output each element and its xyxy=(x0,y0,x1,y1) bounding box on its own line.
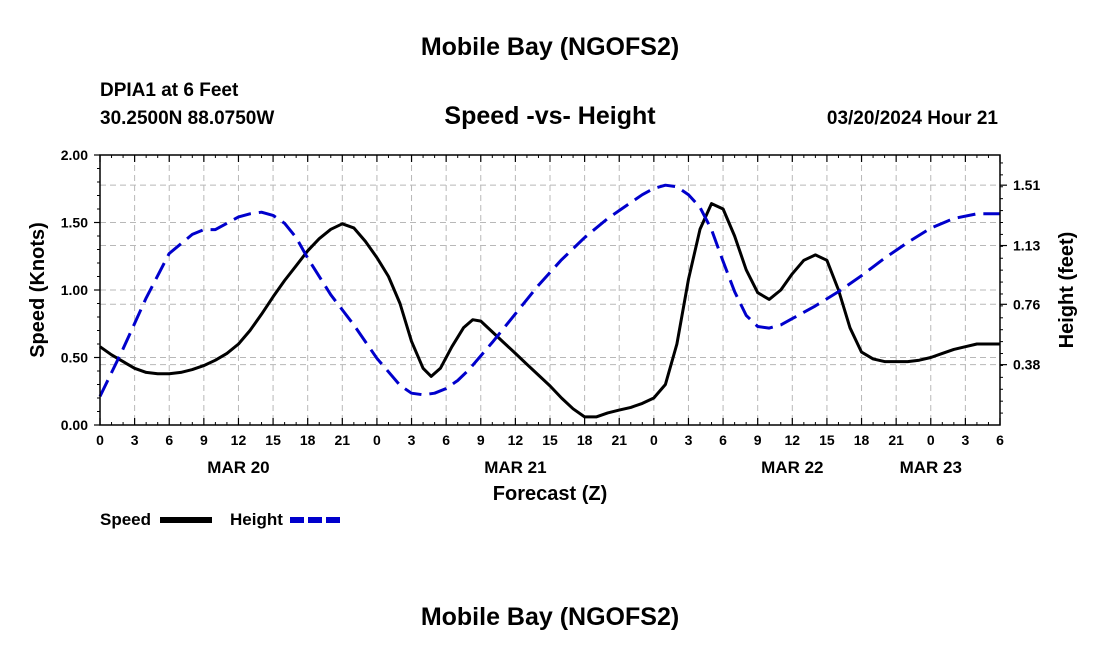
x-tick-label: 9 xyxy=(200,432,208,448)
x-tick-label: 3 xyxy=(961,432,969,448)
y-tick-label: 1.50 xyxy=(61,215,88,231)
y-right-tick-label: 1.51 xyxy=(1013,177,1040,193)
y-axis-right-label: Height (feet) xyxy=(1056,232,1078,349)
x-tick-label: 6 xyxy=(442,432,450,448)
x-tick-label: 0 xyxy=(373,432,381,448)
x-tick-label: 21 xyxy=(611,432,627,448)
chart-heading: Speed -vs- Height xyxy=(444,102,656,130)
x-tick-label: 9 xyxy=(477,432,485,448)
x-tick-label: 9 xyxy=(754,432,762,448)
y-right-tick-label: 0.38 xyxy=(1013,357,1040,373)
x-tick-label: 15 xyxy=(819,432,835,448)
x-tick-label: 12 xyxy=(785,432,801,448)
x-tick-label: 0 xyxy=(650,432,658,448)
y-tick-label: 2.00 xyxy=(61,147,88,163)
x-tick-label: 12 xyxy=(231,432,247,448)
grid-lines xyxy=(100,155,1000,425)
x-tick-label: 3 xyxy=(685,432,693,448)
date-label: MAR 20 xyxy=(207,458,269,477)
x-tick-label: 18 xyxy=(854,432,870,448)
date-label: MAR 23 xyxy=(900,458,962,477)
date-label: MAR 21 xyxy=(484,458,546,477)
x-tick-label: 6 xyxy=(719,432,727,448)
y-tick-label: 1.00 xyxy=(61,282,88,298)
x-tick-label: 21 xyxy=(888,432,904,448)
x-tick-label: 18 xyxy=(300,432,316,448)
x-tick-label: 21 xyxy=(335,432,351,448)
station-label: DPIA1 at 6 Feet xyxy=(100,80,239,101)
page-title: Mobile Bay (NGOFS2) xyxy=(421,33,679,61)
x-tick-label: 3 xyxy=(408,432,416,448)
coords-label: 30.2500N 88.0750W xyxy=(100,108,274,129)
x-tick-label: 15 xyxy=(542,432,558,448)
x-tick-label: 3 xyxy=(131,432,139,448)
x-tick-label: 15 xyxy=(265,432,281,448)
forecast-time: 03/20/2024 Hour 21 xyxy=(827,108,999,129)
x-tick-label: 12 xyxy=(508,432,524,448)
x-tick-label: 0 xyxy=(96,432,104,448)
date-label: MAR 22 xyxy=(761,458,823,477)
plot-frame xyxy=(99,154,1001,426)
series-layer xyxy=(98,183,1000,419)
height-series-line xyxy=(98,183,1000,398)
y-tick-label: 0.00 xyxy=(61,417,88,433)
y-right-tick-label: 0.76 xyxy=(1013,296,1040,312)
x-tick-label: 6 xyxy=(165,432,173,448)
legend: Speed Height xyxy=(100,510,342,529)
x-tick-label: 18 xyxy=(577,432,593,448)
y-tick-label: 0.50 xyxy=(61,350,88,366)
x-tick-label: 6 xyxy=(996,432,1004,448)
legend-speed-label: Speed xyxy=(100,510,151,529)
footer-title: Mobile Bay (NGOFS2) xyxy=(421,603,679,631)
x-axis-label: Forecast (Z) xyxy=(493,483,607,505)
tick-labels: 0 3 6 9 12 15 18 21 0 3 6 9 12 15 18 21 0 3 6 9 12 15 18 21 0 3 6 M… xyxy=(61,147,1041,477)
y-axis-label: Speed (Knots) xyxy=(27,222,49,358)
legend-height-label: Height xyxy=(230,510,283,529)
y-right-tick-label: 1.13 xyxy=(1013,238,1040,254)
x-tick-label: 0 xyxy=(927,432,935,448)
